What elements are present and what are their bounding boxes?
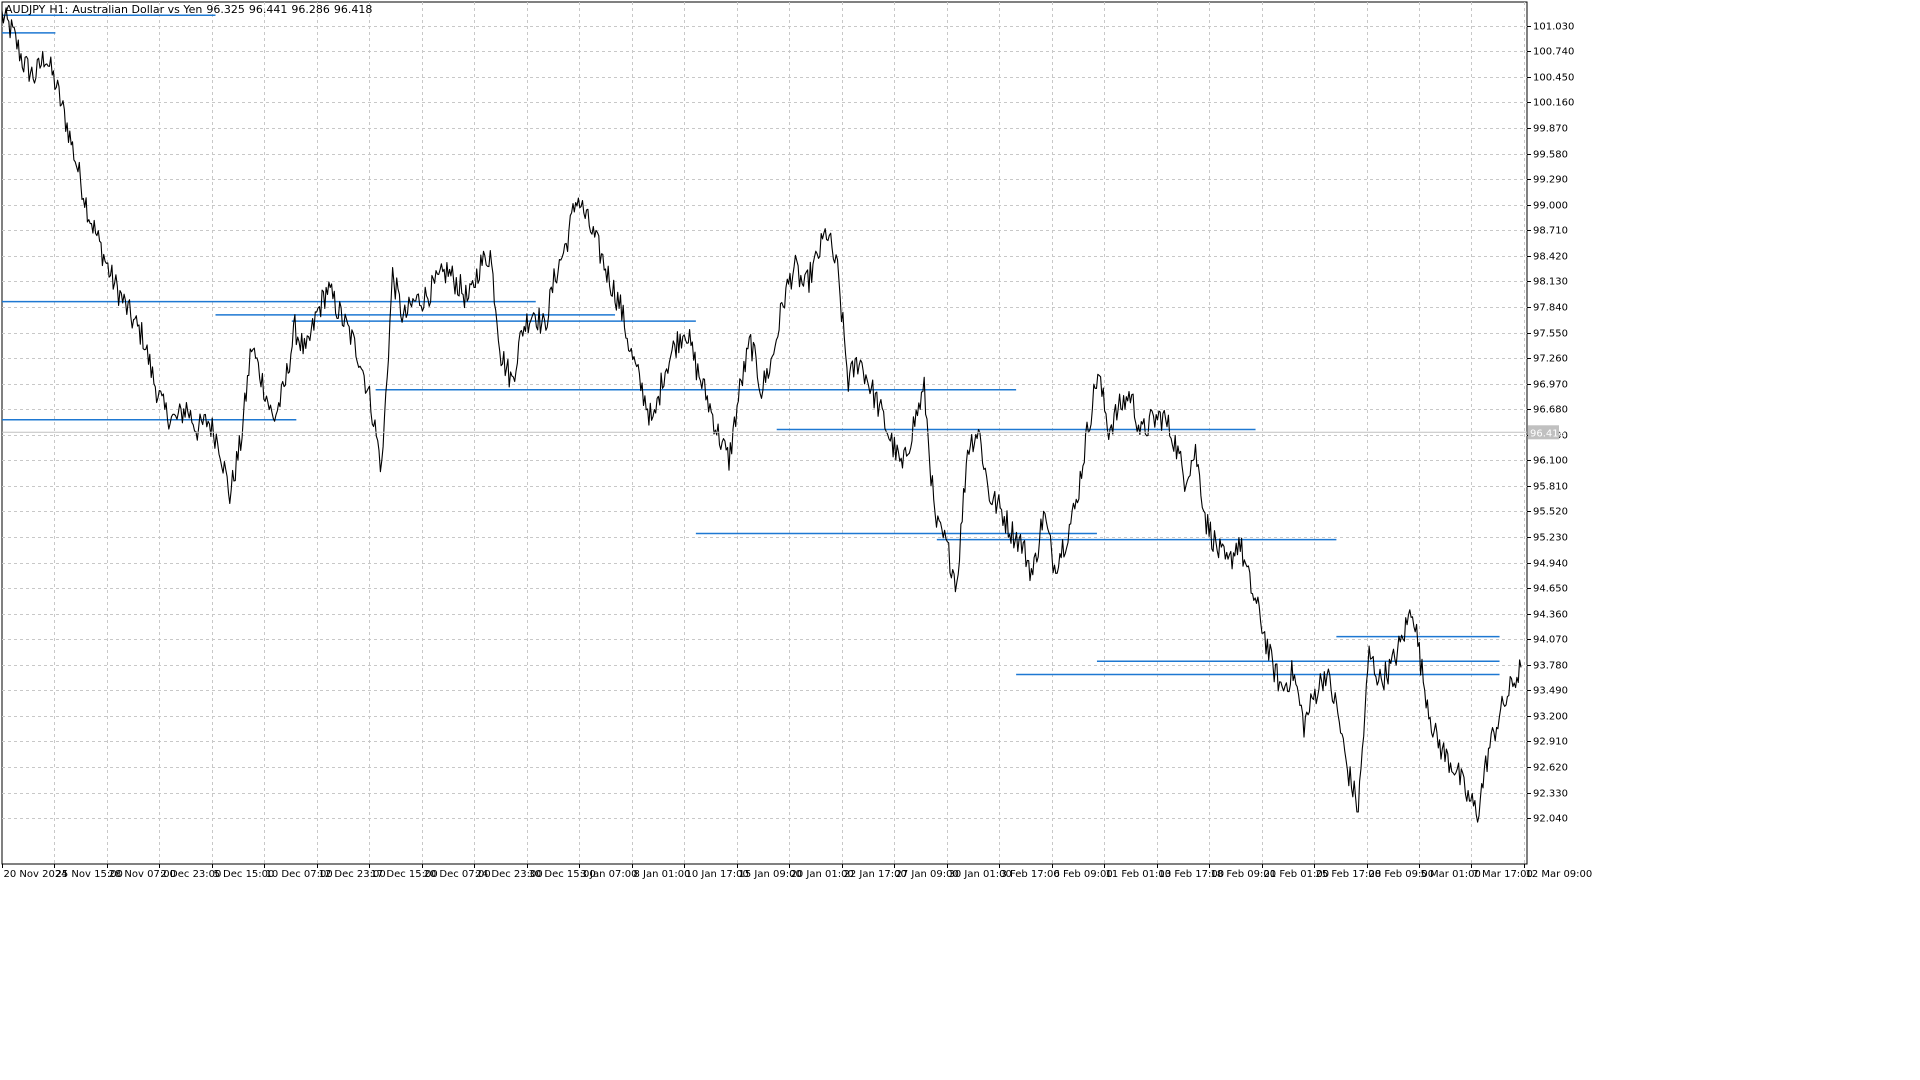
price-tick-label: 99.000: [1533, 201, 1568, 212]
price-tick-label: 96.100: [1533, 456, 1568, 467]
price-tick-label: 97.550: [1533, 329, 1568, 340]
price-tick-label: 100.740: [1533, 47, 1574, 58]
time-tick-label: 20 Jan 01:00: [791, 869, 854, 880]
time-tick-label: 7 Mar 17:00: [1473, 869, 1533, 880]
price-tick-label: 95.810: [1533, 482, 1568, 493]
price-tick-label: 98.420: [1533, 252, 1568, 263]
time-tick-label: 13 Feb 17:00: [1159, 869, 1225, 880]
time-tick-label: 28 Feb 09:00: [1369, 869, 1435, 880]
time-tick-label: 11 Feb 01:00: [1106, 869, 1172, 880]
price-tick-label: 101.030: [1533, 22, 1574, 33]
low-value: 96.286: [291, 3, 330, 16]
time-tick-label: 20 Nov 2024: [4, 869, 68, 880]
time-tick-label: 3 Jan 07:00: [581, 869, 638, 880]
time-tick-label: 10 Dec 07:00: [266, 869, 333, 880]
horizontal-levels: [2, 14, 1500, 676]
time-tick-label: 24 Dec 23:00: [476, 869, 543, 880]
price-axis[interactable]: 101.030 100.740 100.450 100.160 99.870 99.580…: [1527, 22, 1574, 825]
price-tick-label: 99.870: [1533, 124, 1568, 135]
timeframe-label: H1:: [49, 3, 69, 16]
price-tick-label: 94.650: [1533, 584, 1568, 595]
price-tick-label: 95.520: [1533, 507, 1568, 518]
time-tick-label: 25 Feb 17:00: [1316, 869, 1382, 880]
time-tick-label: 22 Jan 17:00: [844, 869, 907, 880]
current-price-label: 96.418: [1530, 428, 1565, 439]
time-tick-label: 27 Jan 09:00: [896, 869, 959, 880]
price-tick-label: 99.290: [1533, 175, 1568, 186]
price-tick-label: 97.840: [1533, 303, 1568, 314]
time-tick-label: 2 Dec 23:00: [161, 869, 222, 880]
grid-lines: [2, 2, 1527, 864]
price-tick-label: 95.230: [1533, 533, 1568, 544]
close-value: 96.418: [333, 3, 373, 16]
price-tick-label: 97.260: [1533, 354, 1568, 365]
time-tick-label: 30 Dec 15:00: [529, 869, 596, 880]
current-price-marker: 96.418: [2, 425, 1565, 440]
price-tick-label: 92.620: [1533, 763, 1568, 774]
time-tick-label: 5 Mar 01:00: [1421, 869, 1481, 880]
time-tick-label: 12 Mar 09:00: [1526, 869, 1593, 880]
time-tick-label: 30 Jan 01:00: [949, 869, 1012, 880]
time-tick-label: 15 Jan 09:00: [739, 869, 802, 880]
price-tick-label: 93.780: [1533, 661, 1568, 672]
time-tick-label: 5 Dec 15:00: [214, 869, 275, 880]
time-tick-label: 6 Feb 09:00: [1054, 869, 1113, 880]
price-tick-label: 96.680: [1533, 405, 1568, 416]
time-tick-label: 8 Jan 01:00: [634, 869, 691, 880]
price-tick-label: 94.070: [1533, 635, 1568, 646]
price-line: [1, 7, 1522, 823]
price-tick-label: 100.160: [1533, 98, 1574, 109]
time-tick-label: 21 Feb 01:00: [1264, 869, 1330, 880]
price-tick-label: 94.940: [1533, 559, 1568, 570]
price-tick-label: 92.040: [1533, 814, 1568, 825]
time-tick-label: 3 Feb 17:00: [1001, 869, 1060, 880]
price-tick-label: 99.580: [1533, 150, 1568, 161]
time-tick-label: 17 Dec 15:00: [371, 869, 438, 880]
time-tick-label: 18 Feb 09:00: [1211, 869, 1277, 880]
price-series: [1, 7, 1522, 823]
price-tick-label: 98.130: [1533, 277, 1568, 288]
time-tick-label: 10 Jan 17:00: [686, 869, 749, 880]
price-tick-label: 92.330: [1533, 789, 1568, 800]
price-tick-label: 92.910: [1533, 737, 1568, 748]
price-tick-label: 93.490: [1533, 686, 1568, 697]
open-value: 96.325: [206, 3, 245, 16]
price-tick-label: 94.360: [1533, 610, 1568, 621]
symbol-name: AUDJPY: [5, 3, 46, 16]
time-tick-label: 12 Dec 23:00: [319, 869, 386, 880]
price-tick-label: 100.450: [1533, 73, 1574, 84]
symbol-description: Australian Dollar vs Yen: [72, 3, 203, 16]
time-tick-label: 28 Nov 07:00: [109, 869, 176, 880]
price-tick-label: 98.710: [1533, 226, 1568, 237]
price-tick-label: 96.970: [1533, 380, 1568, 391]
time-tick-label: 20 Dec 07:00: [424, 869, 491, 880]
high-value: 96.441: [248, 3, 288, 16]
plot-area-frame: [1, 1, 1528, 865]
current-price-box: [1528, 425, 1559, 440]
symbol-header: AUDJPY H1: Australian Dollar vs Yen 96.325 9…: [5, 3, 376, 16]
price-tick-label: 93.200: [1533, 712, 1568, 723]
time-tick-label: 25 Nov 15:00: [56, 869, 123, 880]
